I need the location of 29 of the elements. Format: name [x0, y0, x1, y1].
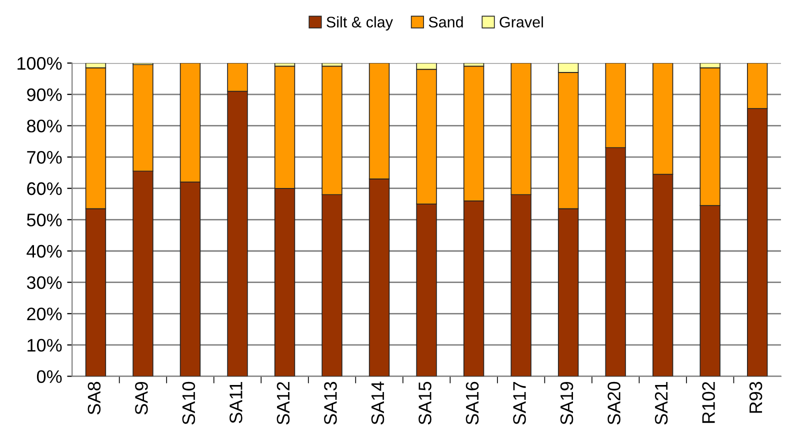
y-tick-label: 10% [28, 338, 62, 352]
y-tick-label: 40% [26, 244, 62, 258]
y-tick-label: 70% [27, 150, 62, 164]
legend-label: Silt & clay [326, 16, 393, 31]
y-tick-label: 60% [27, 182, 62, 196]
x-tick-label: SA21 [654, 382, 668, 424]
x-tick-label: SA19 [560, 382, 574, 424]
x-tick-label: R102 [702, 382, 715, 423]
legend-label: Sand [428, 16, 463, 28]
x-tick-label: SA15 [418, 382, 432, 424]
legend-label: Gravel [500, 16, 543, 28]
y-tick-label: 80% [27, 120, 62, 132]
x-tick-label: SA14 [371, 382, 384, 424]
x-tick-label: R93 [749, 382, 762, 413]
y-tick-label: 100% [18, 57, 62, 70]
x-tick-label: SA10 [182, 382, 196, 424]
x-tick-label: SA13 [324, 382, 337, 424]
y-tick-label: 90% [27, 88, 62, 102]
x-tick-label: SA9 [135, 382, 148, 414]
y-tick-label: 30% [26, 276, 62, 290]
x-tick-label: SA11 [230, 382, 242, 424]
y-tick-label: 20% [27, 308, 62, 320]
x-tick-label: SA20 [608, 382, 620, 424]
x-tick-label: SA12 [276, 382, 290, 424]
x-tick-label: SA8 [88, 382, 101, 414]
y-tick-label: 0% [36, 370, 62, 383]
x-tick-label: SA16 [466, 382, 479, 424]
y-tick-label: 50% [26, 214, 62, 226]
x-tick-label: SA17 [513, 382, 526, 424]
